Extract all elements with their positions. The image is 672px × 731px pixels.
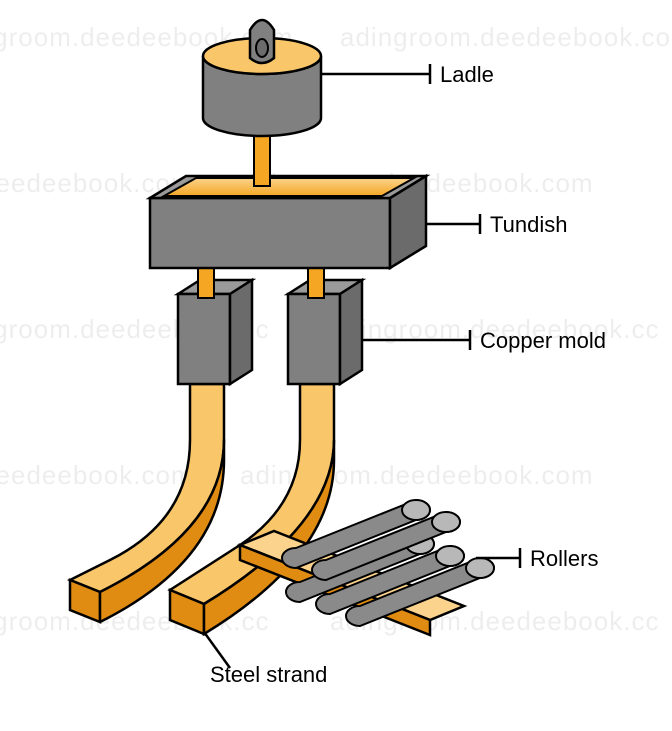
diagram-svg	[0, 0, 672, 731]
label-tundish: Tundish	[490, 212, 567, 238]
label-copper-mold: Copper mold	[480, 328, 606, 354]
label-steel-strand: Steel strand	[210, 662, 327, 688]
ladle-shape	[203, 20, 321, 136]
tundish-shape	[150, 176, 426, 268]
diagram-canvas: adingroom.deedeebook.com adingroom.deede…	[0, 0, 672, 731]
label-ladle: Ladle	[440, 62, 494, 88]
label-rollers: Rollers	[530, 546, 598, 572]
